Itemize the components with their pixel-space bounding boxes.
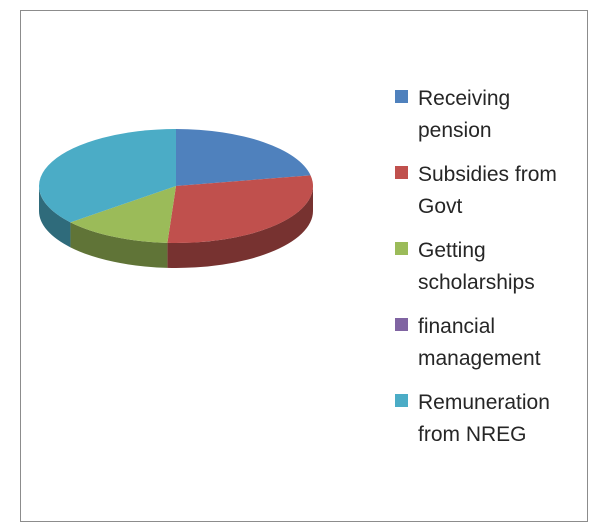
legend-label-receiving-pension-line1: Receiving bbox=[418, 87, 511, 110]
legend-swatch-receiving-pension bbox=[395, 90, 408, 103]
legend-label-financial-management-line2: management bbox=[418, 347, 541, 370]
legend-label-subsidies-from-govt-line2: Govt bbox=[418, 195, 463, 218]
pie-tops bbox=[39, 129, 313, 243]
pie-chart bbox=[39, 129, 313, 268]
legend-label-getting-scholarships-line2: scholarships bbox=[418, 271, 535, 294]
legend-item-financial-management: financial management bbox=[395, 311, 595, 375]
legend-swatch-remuneration-from-nreg bbox=[395, 394, 408, 407]
pie-side-subsidies-from-govt bbox=[167, 186, 313, 268]
legend-item-getting-scholarships: Getting scholarships bbox=[395, 235, 595, 299]
legend-label-remuneration-from-nreg-line1: Remuneration bbox=[418, 391, 550, 414]
pie-slice-getting-scholarships bbox=[70, 186, 176, 243]
pie-slice-subsidies-from-govt bbox=[167, 175, 313, 243]
legend: Receiving pension Subsidies from Govt Ge… bbox=[395, 83, 595, 463]
legend-label-receiving-pension-line2: pension bbox=[418, 119, 492, 142]
legend-swatch-subsidies-from-govt bbox=[395, 166, 408, 179]
pie-slice-receiving-pension bbox=[176, 129, 311, 186]
legend-item-receiving-pension: Receiving pension bbox=[395, 83, 595, 147]
legend-label-financial-management-line1: financial bbox=[418, 315, 496, 338]
legend-item-remuneration-from-nreg: Remuneration from NREG bbox=[395, 387, 595, 451]
legend-label-getting-scholarships-line1: Getting bbox=[418, 239, 486, 262]
pie-slice-remuneration-from-nreg bbox=[39, 129, 177, 223]
legend-label-subsidies-from-govt-line1: Subsidies from bbox=[418, 163, 557, 186]
pie-sides bbox=[39, 186, 313, 268]
pie-side-remuneration-from-nreg bbox=[39, 186, 71, 248]
legend-label-remuneration-from-nreg-line2: from NREG bbox=[418, 423, 527, 446]
legend-swatch-financial-management bbox=[395, 318, 408, 331]
legend-item-subsidies-from-govt: Subsidies from Govt bbox=[395, 159, 595, 223]
pie-side-getting-scholarships bbox=[70, 222, 168, 268]
chart-frame: Receiving pension Subsidies from Govt Ge… bbox=[20, 10, 588, 522]
legend-swatch-getting-scholarships bbox=[395, 242, 408, 255]
